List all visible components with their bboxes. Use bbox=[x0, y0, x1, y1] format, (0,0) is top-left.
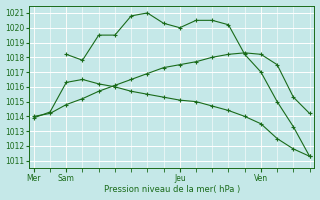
X-axis label: Pression niveau de la mer( hPa ): Pression niveau de la mer( hPa ) bbox=[104, 185, 240, 194]
